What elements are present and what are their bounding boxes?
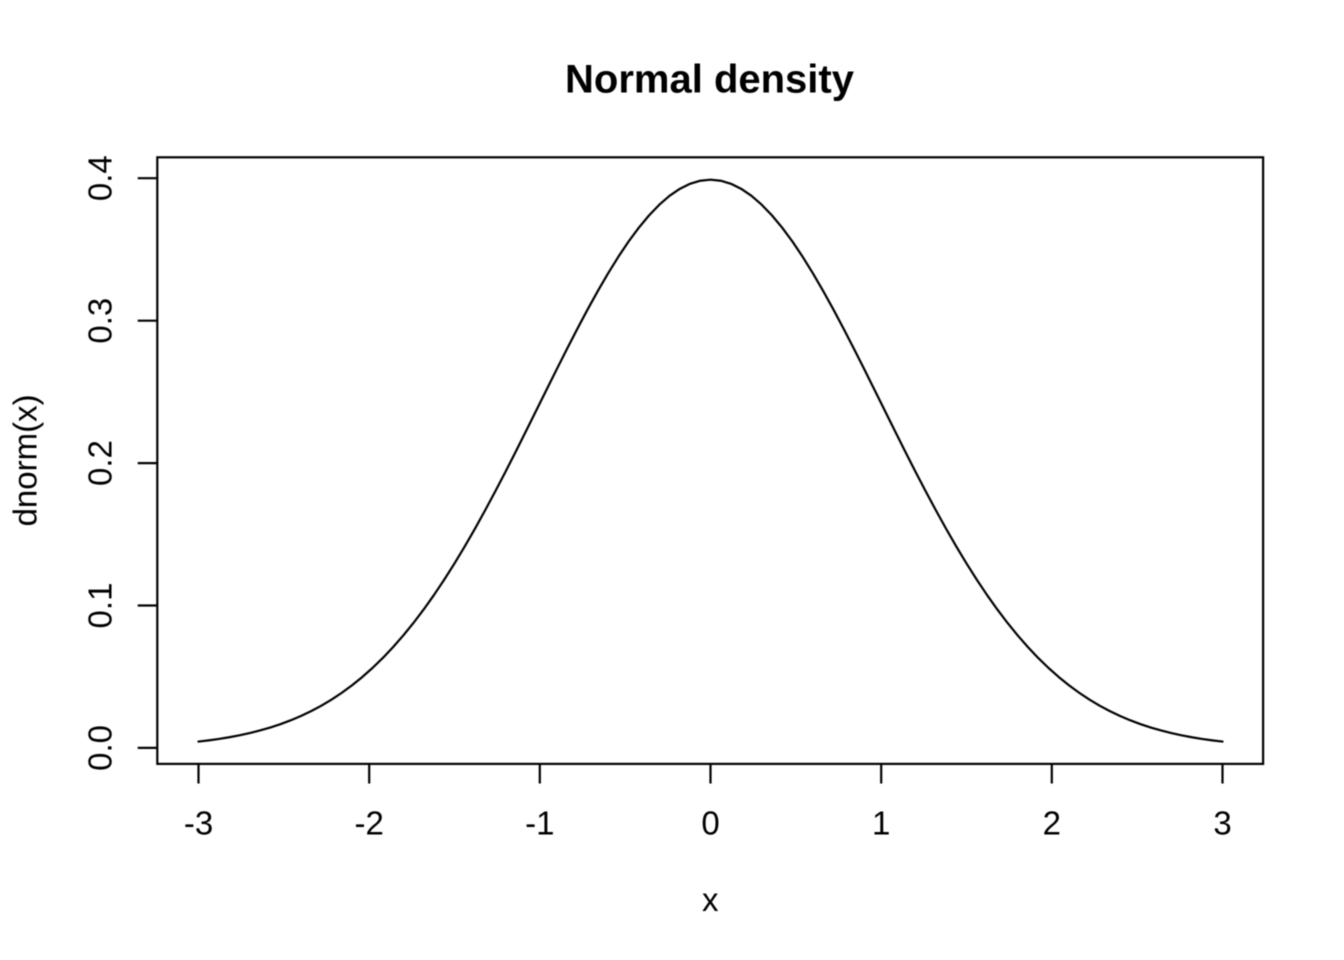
svg-text:dnorm(x): dnorm(x) <box>7 394 44 526</box>
svg-text:0.2: 0.2 <box>82 440 119 486</box>
svg-text:2: 2 <box>1043 804 1061 841</box>
svg-text:0: 0 <box>701 804 719 841</box>
svg-text:0.1: 0.1 <box>82 583 119 629</box>
svg-text:0.3: 0.3 <box>82 298 119 344</box>
svg-text:0.4: 0.4 <box>82 155 119 201</box>
svg-text:1: 1 <box>872 804 890 841</box>
svg-text:Normal density: Normal density <box>565 58 855 102</box>
svg-text:0.0: 0.0 <box>82 725 119 771</box>
svg-text:-1: -1 <box>525 804 554 841</box>
svg-text:3: 3 <box>1213 804 1231 841</box>
svg-text:-2: -2 <box>355 804 384 841</box>
svg-text:-3: -3 <box>184 804 213 841</box>
svg-text:x: x <box>702 881 719 918</box>
